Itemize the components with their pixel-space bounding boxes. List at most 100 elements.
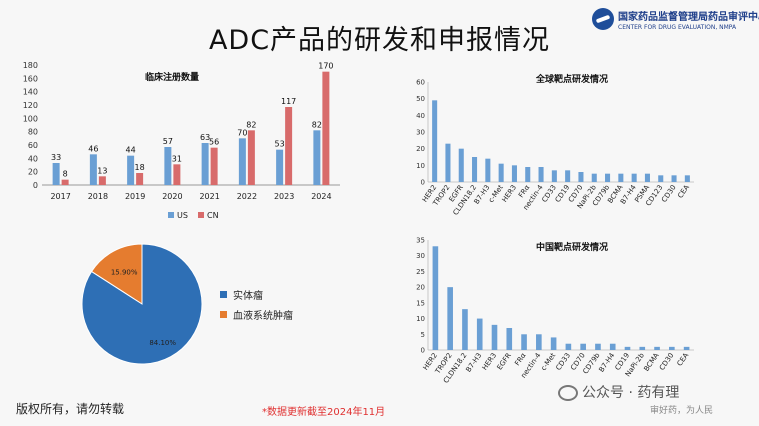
y-tick-label: 0 (421, 347, 425, 355)
y-tick-label: 40 (416, 112, 425, 120)
x-tick-label: B7-H3 (464, 352, 483, 374)
bar (506, 328, 513, 350)
bar (525, 167, 531, 182)
bar (639, 346, 646, 350)
data-label: 56 (209, 138, 219, 147)
legend-label-blood: 血液系统肿瘤 (233, 310, 293, 322)
legend-label-solid: 实体瘤 (233, 290, 263, 302)
bar (432, 246, 439, 350)
bar (491, 324, 498, 350)
data-label: 117 (281, 97, 296, 106)
bar (485, 158, 491, 182)
x-tick-label: 2018 (88, 192, 108, 201)
x-tick-label: HER3 (501, 184, 518, 204)
x-tick-label: BCMA (642, 351, 660, 372)
y-tick-label: 160 (23, 74, 38, 83)
x-tick-label: CEA (676, 351, 691, 367)
bar (476, 318, 483, 350)
pie-slice-solid (81, 243, 203, 365)
y-tick-label: 25 (416, 268, 425, 276)
global-target-chart: 全球靶点研发情况0102030405060HER2TROP2EGFRCLDN18… (416, 73, 694, 217)
data-label: 53 (275, 140, 285, 149)
bar-us (313, 130, 321, 185)
data-label: 33 (51, 153, 61, 162)
bar-us (164, 147, 172, 185)
bar (447, 287, 453, 350)
wechat-watermark: 公众号 · 药有理 (558, 382, 679, 402)
pie-legend: 实体瘤 血液系统肿瘤 (220, 284, 293, 324)
bar-us (89, 154, 97, 185)
legend-swatch-cn (198, 212, 204, 218)
chart-title: 全球靶点研发情况 (535, 73, 608, 85)
y-tick-label: 40 (28, 154, 38, 163)
data-label: 18 (135, 163, 145, 172)
y-tick-label: 20 (28, 168, 38, 177)
bar (624, 346, 631, 350)
bar (631, 173, 637, 182)
bar-cn (247, 130, 255, 185)
data-label: 82 (246, 120, 256, 129)
y-tick-label: 20 (416, 145, 425, 153)
bar-cn (136, 173, 144, 185)
cde-logo: 国家药品监督管理局药品审评中心 CENTER FOR DRUG EVALUATI… (592, 6, 759, 40)
bar-cn (61, 179, 69, 185)
watermark-text: 公众号 · 药有理 (582, 385, 680, 401)
data-label: 13 (97, 166, 107, 175)
chart-title: 中国靶点研发情况 (536, 241, 608, 253)
data-label: 8 (63, 170, 68, 179)
y-tick-label: 5 (421, 331, 425, 339)
bar (654, 346, 660, 350)
legend-label-cn: CN (207, 211, 219, 220)
x-tick-label: CD30 (658, 352, 676, 372)
bar-cn (173, 164, 181, 185)
x-tick-label: c-Met (540, 351, 558, 372)
y-tick-label: 10 (416, 162, 425, 170)
x-tick-label: 2019 (125, 192, 145, 201)
bar-us (52, 163, 60, 185)
tumor-type-pie: 15.90% 84.10% (81, 243, 203, 365)
y-tick-label: 100 (23, 114, 38, 123)
data-label: 170 (318, 62, 333, 71)
bar (472, 157, 478, 182)
x-tick-label: 2021 (199, 192, 219, 201)
bar (578, 172, 584, 182)
y-tick-label: 15 (416, 299, 425, 307)
bar (565, 343, 572, 350)
bar (683, 346, 690, 350)
x-tick-label: 2020 (162, 192, 182, 201)
bar (618, 173, 624, 182)
bar (511, 165, 517, 182)
page-title: ADC产品的研发和申报情况 (208, 25, 551, 56)
data-label: 31 (172, 154, 182, 163)
bar-us (201, 143, 209, 185)
y-tick-label: 60 (28, 141, 38, 150)
legend-blood-tumor: 血液系统肿瘤 (220, 304, 293, 324)
bar (550, 337, 557, 350)
bar (536, 334, 542, 350)
clinical-registration-chart: 临床注册数量 0 20 40 60 80 100 120 140 160 180 2017 338 201… (23, 61, 340, 220)
legend-swatch-blood (220, 310, 227, 318)
bar-us (127, 155, 135, 185)
chart-title: 临床注册数量 (145, 71, 199, 83)
bar (432, 100, 438, 182)
slogan-text: 审好药，为人民 (650, 406, 714, 416)
bar (644, 173, 650, 182)
bar-us (238, 138, 246, 185)
y-tick-label: 10 (416, 315, 425, 323)
y-tick-label: 120 (23, 101, 38, 110)
bar (671, 175, 677, 182)
x-tick-label: 2023 (274, 192, 294, 201)
bar (551, 170, 557, 182)
cde-logo-icon (592, 8, 614, 30)
bar (684, 175, 690, 182)
bar (565, 170, 571, 182)
logo-en-text: CENTER FOR DRUG EVALUATION, NMPA (618, 24, 737, 31)
x-tick-label: B7-H4 (597, 351, 616, 374)
y-tick-label: 140 (23, 88, 38, 97)
x-tick-label: CD30 (660, 184, 678, 204)
bar (521, 334, 527, 350)
bar (591, 173, 597, 182)
y-tick-label: 35 (416, 237, 425, 245)
bar (462, 309, 468, 350)
